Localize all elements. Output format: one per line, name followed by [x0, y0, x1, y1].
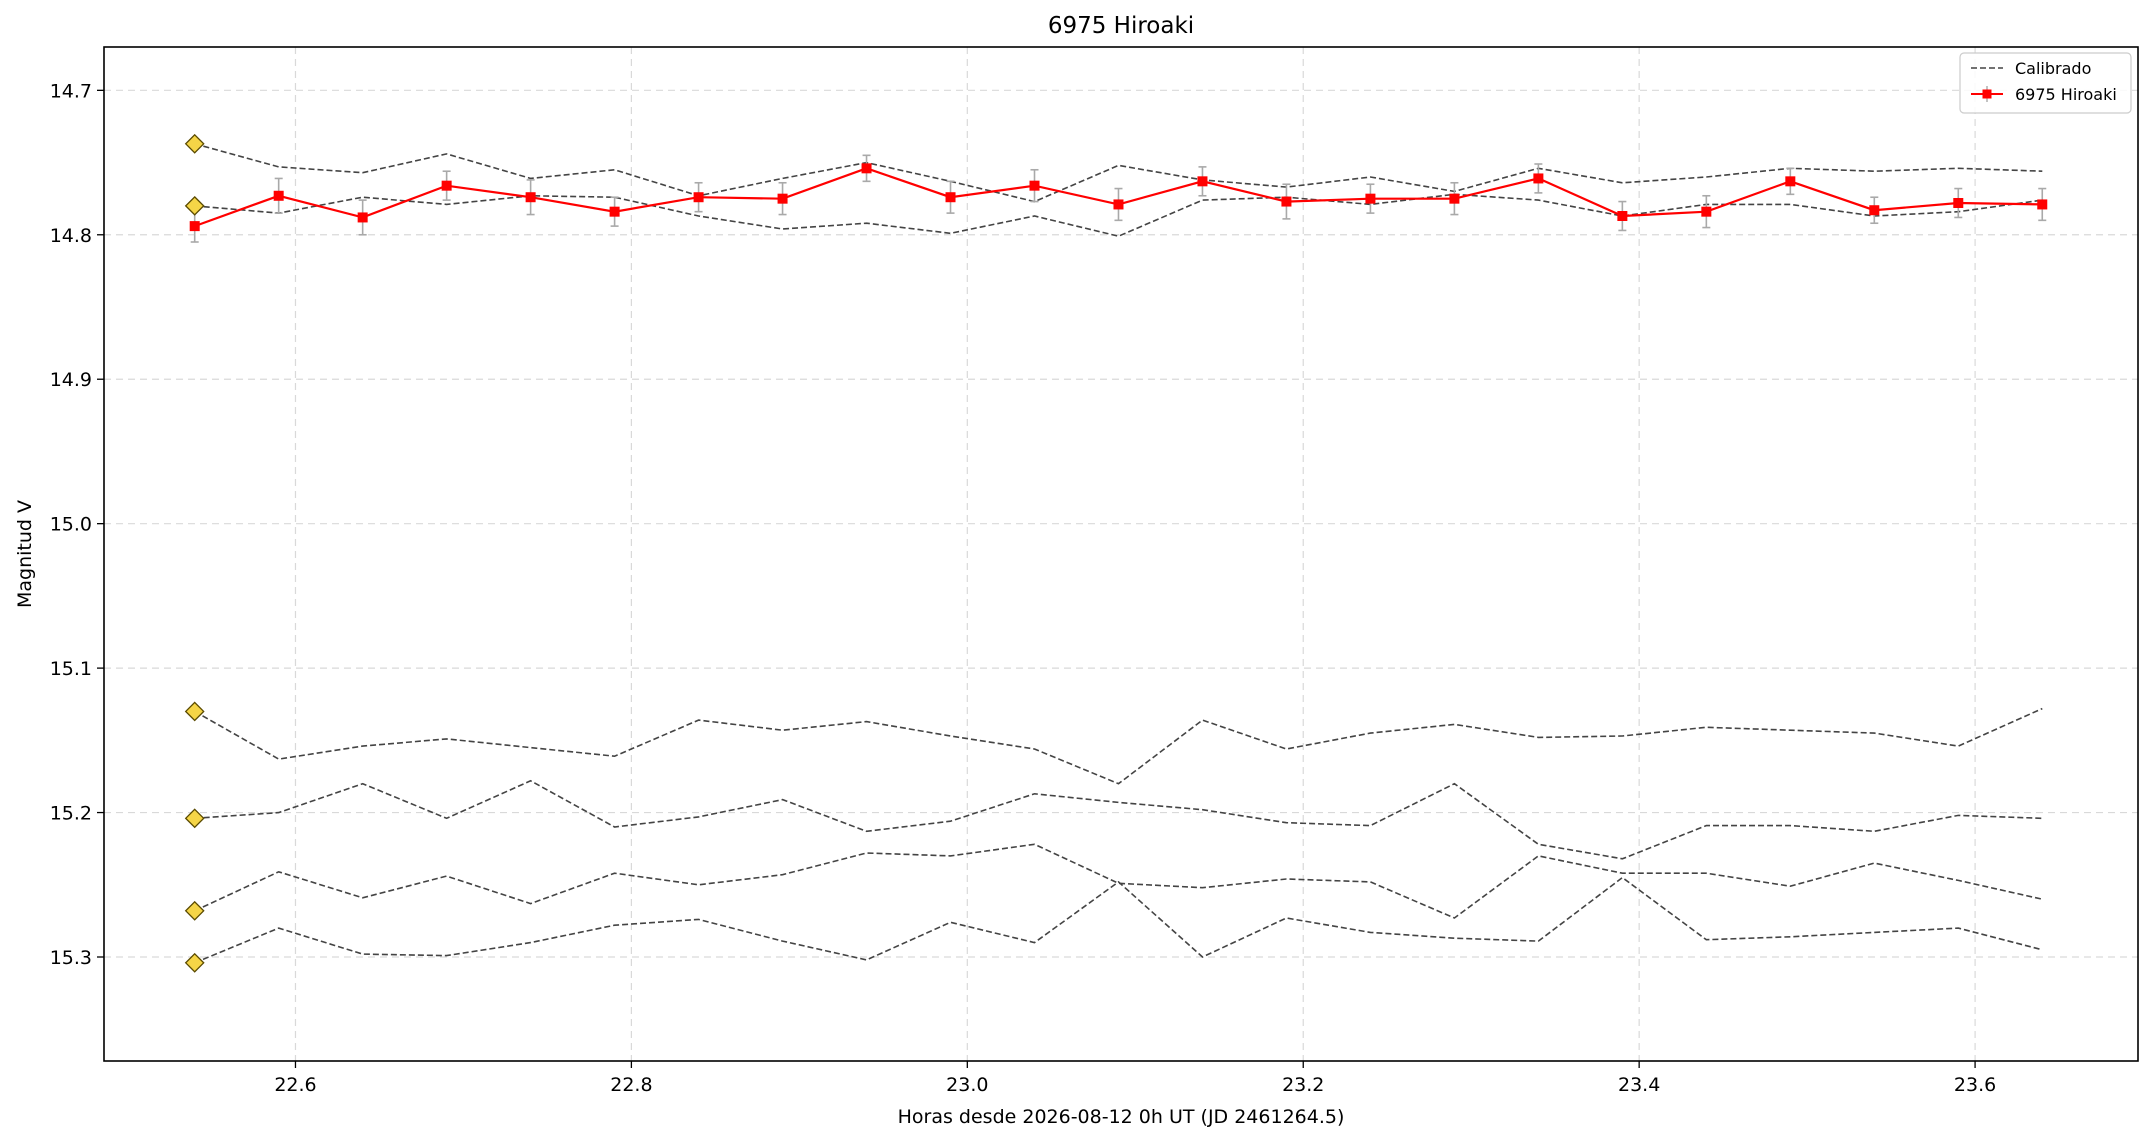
legend-calibrated-label: Calibrado: [2015, 59, 2091, 78]
y-tick-label: 15.2: [50, 803, 92, 825]
legend-target-marker: [1982, 89, 1992, 99]
chart-title: 6975 Hiroaki: [1048, 13, 1194, 39]
start-marker-diamond: [184, 195, 205, 216]
start-marker-diamond: [184, 701, 205, 722]
calibrated-series-line: [194, 779, 2043, 860]
legend-target-label: 6975 Hiroaki: [2015, 85, 2117, 104]
calibrated-series-line: [194, 707, 2043, 785]
target-point: [357, 212, 368, 223]
calibrated-series-line: [194, 876, 2043, 964]
y-tick-label: 15.1: [50, 658, 92, 680]
target-point: [525, 192, 536, 203]
y-tick-label: 14.9: [50, 369, 92, 391]
target-point: [1113, 199, 1124, 210]
x-tick-label: 23.6: [1954, 1074, 1996, 1096]
calibrated-series-line: [194, 843, 2043, 919]
target-point: [1197, 176, 1208, 187]
target-point: [945, 192, 956, 203]
y-axis-ticks: 14.7 14.8 14.9 15.0 15.1 15.2 15.3: [50, 80, 104, 969]
target-point: [1785, 176, 1796, 187]
target-point: [2037, 199, 2048, 210]
x-tick-label: 22.6: [274, 1074, 316, 1096]
target-point: [1533, 173, 1544, 184]
target-point: [1449, 193, 1460, 204]
x-tick-label: 23.0: [946, 1074, 988, 1096]
target-point: [1281, 196, 1292, 207]
target-point: [1869, 205, 1880, 216]
calibrated-series-line: [194, 193, 2043, 238]
start-marker-diamond: [184, 952, 205, 973]
grid: [104, 47, 2138, 1061]
target-point: [273, 190, 284, 201]
target-point: [1365, 193, 1376, 204]
target-point: [1029, 180, 1040, 191]
calibrated-series-line: [194, 143, 2043, 203]
y-tick-label: 15.3: [50, 947, 92, 969]
y-tick-label: 14.8: [50, 225, 92, 247]
x-tick-label: 23.4: [1618, 1074, 1660, 1096]
y-tick-label: 14.7: [50, 80, 92, 102]
start-marker-diamond: [184, 133, 205, 154]
calibrated-series-group: [194, 143, 2043, 964]
legend: Calibrado 6975 Hiroaki: [1959, 52, 2132, 114]
y-axis-label: Magnitud V: [14, 500, 36, 608]
target-point: [1953, 198, 1964, 208]
start-markers-group: [184, 133, 205, 973]
target-series-group: [189, 163, 2048, 232]
target-point: [1701, 206, 1712, 217]
target-point: [441, 180, 452, 191]
target-point: [861, 163, 872, 174]
start-marker-diamond: [184, 808, 205, 829]
x-axis-ticks: 22.6 22.8 23.0 23.2 23.4 23.6: [274, 1061, 1996, 1096]
start-marker-diamond: [184, 900, 205, 921]
target-point: [1617, 211, 1628, 221]
x-tick-label: 22.8: [610, 1074, 652, 1096]
target-point: [693, 192, 704, 203]
plot-frame: [103, 46, 2139, 1062]
x-tick-label: 23.2: [1282, 1074, 1324, 1096]
y-tick-label: 15.0: [50, 514, 92, 536]
x-axis-label: Horas desde 2026-08-12 0h UT (JD 2461264…: [898, 1106, 1345, 1128]
target-point: [189, 221, 200, 232]
target-point: [777, 193, 788, 204]
target-point: [609, 206, 620, 217]
